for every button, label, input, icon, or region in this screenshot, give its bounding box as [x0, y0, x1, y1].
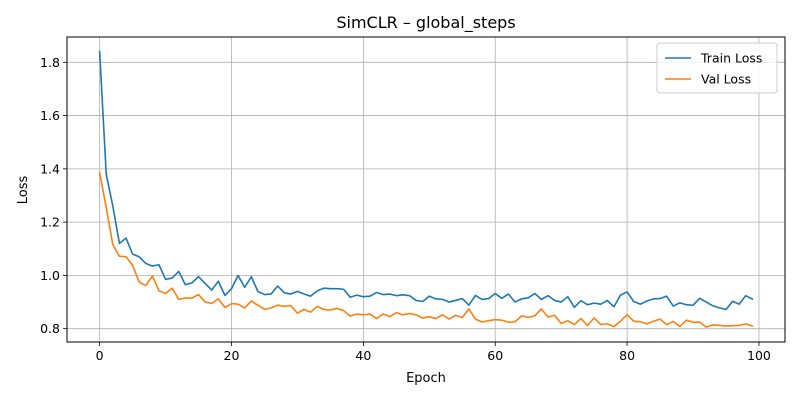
- y-tick-label: 1.8: [40, 55, 60, 70]
- x-tick-label: 0: [96, 348, 104, 363]
- y-tick-label: 1.2: [40, 215, 60, 230]
- series-line-1: [98, 171, 754, 328]
- y-tick-label: 1.0: [40, 268, 60, 283]
- legend-box: [656, 42, 778, 94]
- x-tick-label: 60: [487, 348, 503, 363]
- legend-label: Train Loss: [700, 51, 762, 66]
- x-tick-label: 100: [747, 348, 771, 363]
- y-tick-label: 1.6: [40, 108, 60, 123]
- x-tick-label: 20: [224, 348, 240, 363]
- legend: Train Loss Val Loss: [656, 42, 778, 94]
- plot-frame: [66, 36, 786, 343]
- x-tick-label: 80: [619, 348, 635, 363]
- x-tick-label: 40: [355, 348, 371, 363]
- y-axis-label: Loss: [16, 176, 31, 205]
- series-line-0: [98, 50, 754, 311]
- grid-lines: [67, 37, 785, 342]
- y-tick-label: 1.4: [40, 161, 60, 176]
- y-tick-label: 0.8: [40, 321, 60, 336]
- legend-label: Val Loss: [701, 72, 751, 87]
- series-lines: [98, 50, 754, 328]
- chart-title: SimCLR – global_steps: [336, 13, 515, 33]
- axis-ticks: 0 20 40 60 80 100 0.8 1.0 1.2 1.4 1.6 1.8: [40, 55, 771, 363]
- x-axis-label: Epoch: [406, 371, 446, 386]
